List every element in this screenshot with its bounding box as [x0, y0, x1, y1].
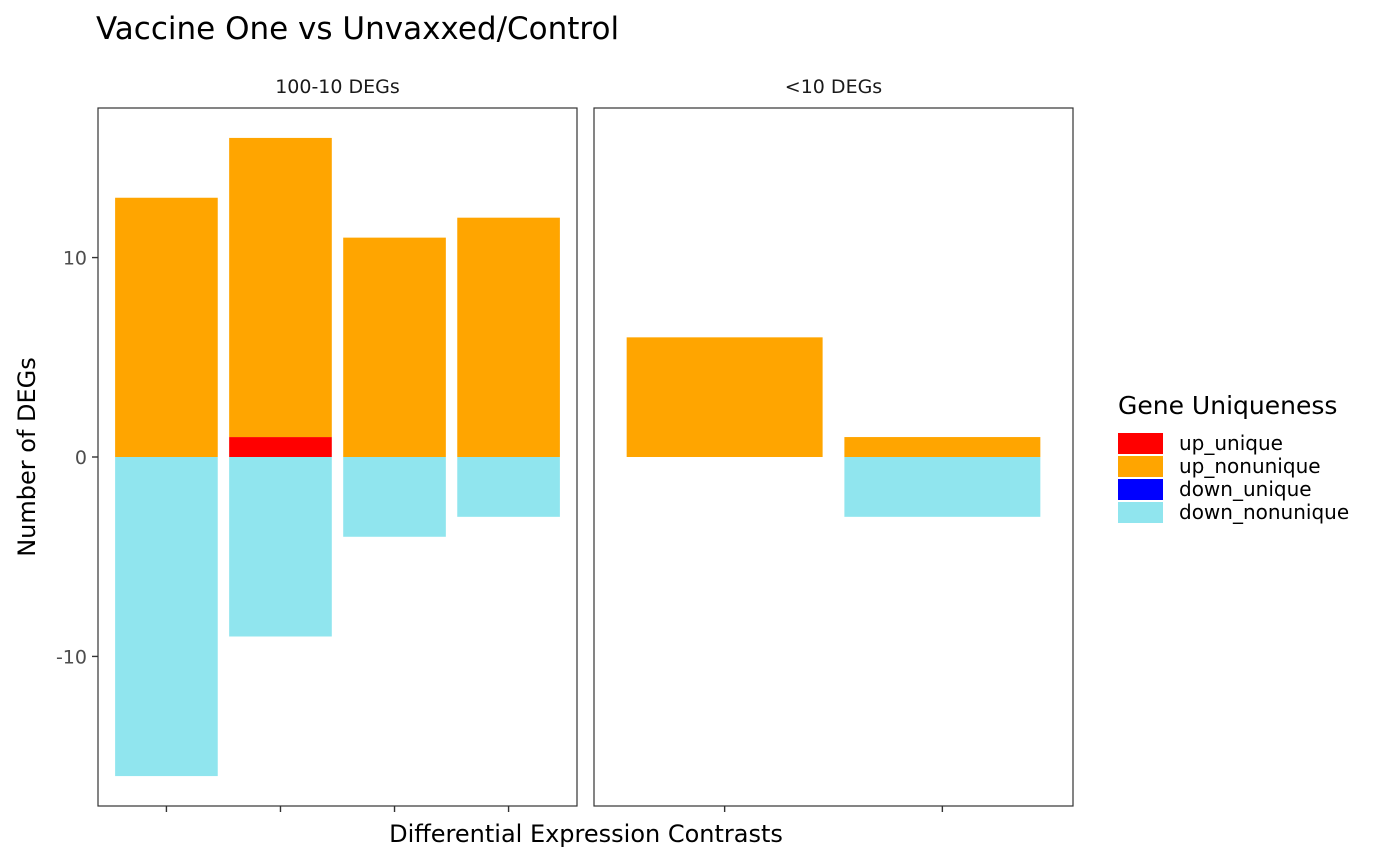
legend-label-down_unique: down_unique [1179, 477, 1312, 501]
y-tick-label: 10 [63, 248, 87, 270]
legend-swatch-down_unique [1118, 479, 1163, 500]
bar-up_nonunique [457, 217, 560, 457]
legend: Gene Uniqueness up_uniqueup_nonuniquedow… [1118, 391, 1349, 524]
bar-down_nonunique [844, 457, 1041, 517]
legend-swatch-up_nonunique [1118, 456, 1163, 477]
legend-swatch-down_nonunique [1118, 502, 1163, 523]
bar-down_nonunique [229, 457, 332, 637]
legend-label-up_nonunique: up_nonunique [1179, 454, 1321, 478]
legend-swatch-up_unique [1118, 433, 1163, 454]
x-axis-title: Differential Expression Contrasts [389, 820, 783, 848]
bar-down_nonunique [115, 457, 218, 777]
chart-title: Vaccine One vs Unvaxxed/Control [96, 11, 619, 47]
legend-items: up_uniqueup_nonuniquedown_uniquedown_non… [1118, 431, 1349, 524]
facet-strip-label: <10 DEGs [785, 76, 882, 98]
bar-up_nonunique [343, 237, 446, 457]
facet-strip-label: 100-10 DEGs [275, 76, 400, 98]
legend-label-down_nonunique: down_nonunique [1179, 500, 1349, 524]
bar-down_nonunique [343, 457, 446, 537]
bar-down_nonunique [457, 457, 560, 517]
y-tick-label: 0 [75, 447, 87, 469]
bar-up_nonunique [115, 197, 218, 457]
panel-border [593, 107, 1074, 807]
bar-up_nonunique [844, 437, 1041, 457]
y-axis-title: Number of DEGs [13, 357, 41, 557]
bar-up_unique [229, 437, 332, 457]
y-tick-label: -10 [56, 646, 87, 668]
facet-panel-1: 100-10 DEGs [97, 76, 578, 812]
y-axis: -10 0 10 [56, 248, 98, 668]
bar-up_nonunique [626, 337, 823, 457]
facet-panel-2: <10 DEGs [593, 76, 1074, 812]
bar-up_nonunique [229, 137, 332, 438]
panels: 100-10 DEGs <10 DEGs [97, 76, 1074, 812]
legend-label-up_unique: up_unique [1179, 431, 1283, 455]
legend-title: Gene Uniqueness [1118, 391, 1337, 420]
